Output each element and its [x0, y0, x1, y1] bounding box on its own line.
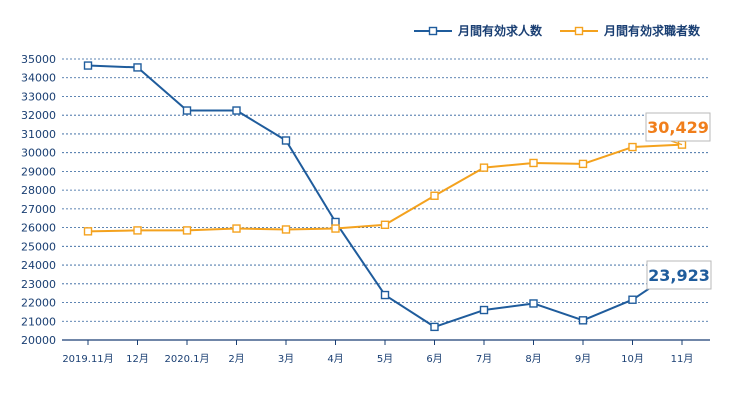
callout-box [646, 260, 712, 290]
y-tick-label: 29000 [21, 165, 56, 178]
y-tick-label: 20000 [21, 334, 56, 347]
axes: 20000 21000 22000 23000 24000 25000 26000 27000… [21, 53, 710, 365]
data-point [281, 225, 291, 234]
legend-swatch-marker [428, 26, 438, 36]
data-point [83, 227, 93, 236]
callout-label: 30,429 [647, 118, 709, 137]
grid-lines [62, 58, 710, 322]
series-lines [83, 61, 687, 332]
series-line-2 [87, 143, 683, 233]
x-tick-label: 6月 [426, 353, 442, 365]
data-point [529, 158, 538, 168]
y-tick-label: 22000 [21, 297, 56, 310]
data-point [430, 191, 439, 200]
data-point [380, 290, 390, 300]
data-point [479, 305, 489, 315]
legend: 月間有効求人数 月間有効求職者数 [414, 23, 701, 38]
x-tick-label: 4月 [327, 353, 343, 365]
data-point [479, 163, 489, 172]
data-point [628, 295, 637, 304]
y-tick-label: 34000 [21, 72, 56, 85]
data-point [232, 106, 241, 115]
x-tick-label: 2019.11月 [62, 353, 113, 365]
data-point [331, 224, 340, 233]
x-tick-label: 2020.1月 [165, 353, 210, 365]
data-point [430, 322, 439, 332]
x-tick-label: 2月 [228, 353, 244, 365]
x-tick-label: 9月 [575, 353, 591, 365]
y-tick-label: 23000 [21, 278, 56, 291]
y-tick-label: 33000 [21, 90, 56, 103]
y-tick-label: 32000 [21, 109, 56, 122]
data-point [578, 159, 588, 169]
x-tick-label: 12月 [126, 353, 149, 365]
y-tick-label: 24000 [21, 259, 56, 272]
data-point [182, 106, 192, 115]
y-tick-label: 21000 [21, 315, 56, 328]
data-point [232, 224, 241, 233]
data-point [182, 226, 192, 235]
data-point [83, 61, 93, 70]
series-line-1 [87, 64, 683, 328]
callout-leader [670, 140, 683, 146]
callout-box [645, 112, 711, 142]
legend-label: 月間有効求職者数 [603, 23, 701, 38]
y-tick-label: 30000 [21, 147, 56, 160]
data-point [281, 136, 291, 145]
legend-label: 月間有効求人数 [457, 23, 543, 38]
data-point [133, 226, 142, 235]
y-tick-label: 27000 [21, 203, 56, 216]
data-point [628, 142, 637, 152]
data-point [133, 63, 142, 72]
data-point [578, 316, 588, 325]
x-tick-label: 8月 [525, 353, 541, 365]
y-tick-label: 28000 [21, 184, 56, 197]
y-tick-label: 25000 [21, 240, 56, 253]
callouts: 30,429 23,923 [645, 112, 712, 290]
x-tick-label: 10月 [621, 353, 644, 365]
data-point [529, 299, 538, 308]
x-tick-label: 7月 [476, 353, 492, 365]
data-point [380, 220, 390, 229]
x-tick-label: 5月 [377, 353, 393, 365]
y-tick-label: 35000 [21, 53, 56, 66]
y-tick-label: 26000 [21, 222, 56, 235]
legend-swatch-marker [574, 26, 584, 36]
y-tick-label: 31000 [21, 128, 56, 141]
callout-label: 23,923 [648, 266, 710, 285]
x-tick-label: 11月 [671, 353, 694, 365]
x-tick-label: 3月 [278, 353, 294, 365]
